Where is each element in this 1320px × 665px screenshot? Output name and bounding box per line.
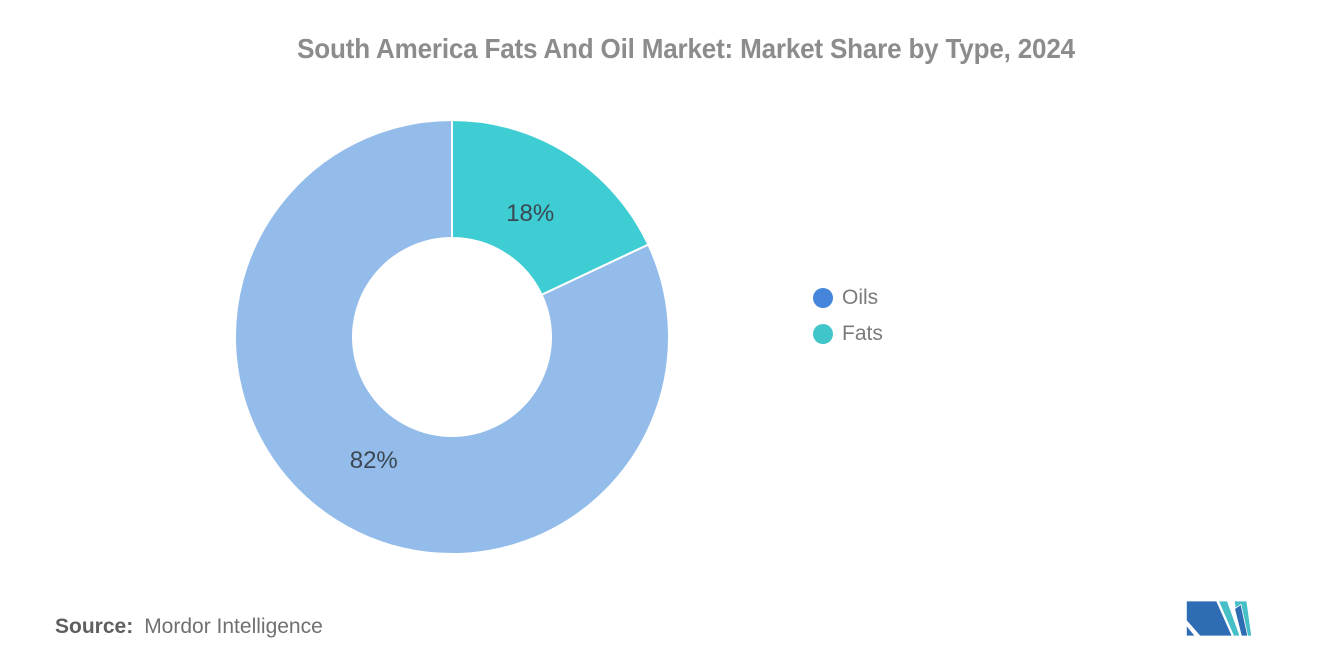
donut-chart-svg: 18% 82% [234, 118, 670, 555]
chart-title: South America Fats And Oil Market: Marke… [297, 33, 1075, 64]
legend-item-fats: Fats [813, 322, 883, 346]
fats-legend-label: Fats [842, 322, 883, 345]
logo-middle-diagonal-shape [1217, 600, 1241, 637]
oils-legend-label: Oils [842, 286, 879, 309]
legend-item-oils: Oils [813, 286, 883, 310]
donut-slice-fats [451, 118, 650, 297]
fats-legend-swatch [813, 324, 833, 344]
logo-inner-diagonal-shape [1234, 603, 1249, 637]
logo-foot-shape [1186, 624, 1196, 637]
donut-chart: 18% 82% [232, 117, 672, 557]
logo-left-leg-shape [1186, 600, 1233, 637]
source-value: Mordor Intelligence [144, 615, 323, 638]
slice-label-oils: 82% [350, 447, 398, 474]
mordor-intelligence-logo [1186, 600, 1253, 637]
oils-legend-swatch [813, 288, 833, 308]
source-attribution: Source: Mordor Intelligence [55, 615, 323, 639]
slice-label-fats: 18% [506, 200, 554, 227]
chart-legend: Oils Fats [813, 286, 883, 346]
source-label: Source: [55, 615, 134, 638]
donut-slice-oils [234, 118, 670, 555]
